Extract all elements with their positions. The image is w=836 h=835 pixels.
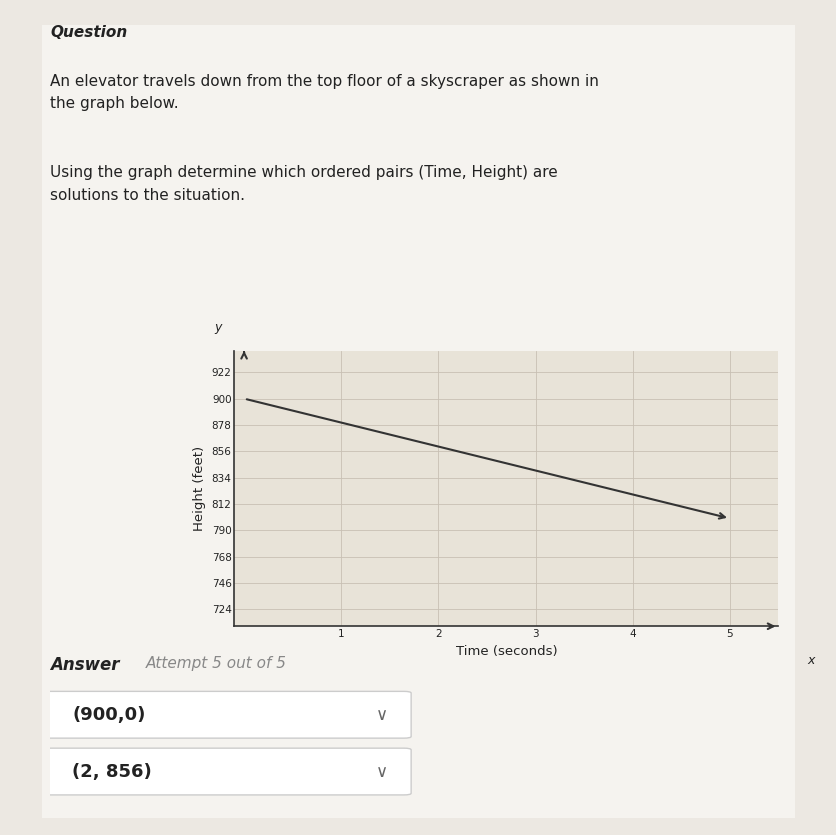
- Text: An elevator travels down from the top floor of a skyscraper as shown in
the grap: An elevator travels down from the top fl…: [50, 74, 599, 111]
- Text: Using the graph determine which ordered pairs (Time, Height) are
solutions to th: Using the graph determine which ordered …: [50, 165, 558, 203]
- Text: (900,0): (900,0): [72, 706, 145, 724]
- Text: ∨: ∨: [375, 706, 387, 724]
- Text: Attempt 5 out of 5: Attempt 5 out of 5: [145, 656, 287, 671]
- Text: Answer: Answer: [50, 656, 120, 675]
- Y-axis label: Height (feet): Height (feet): [193, 446, 206, 531]
- Text: x: x: [807, 654, 813, 667]
- Text: ∨: ∨: [375, 762, 387, 781]
- FancyBboxPatch shape: [43, 691, 410, 738]
- Text: y: y: [214, 321, 222, 334]
- X-axis label: Time (seconds): Time (seconds): [455, 645, 557, 658]
- Text: (2, 856): (2, 856): [72, 762, 152, 781]
- FancyBboxPatch shape: [43, 748, 410, 795]
- Text: Question: Question: [50, 25, 127, 40]
